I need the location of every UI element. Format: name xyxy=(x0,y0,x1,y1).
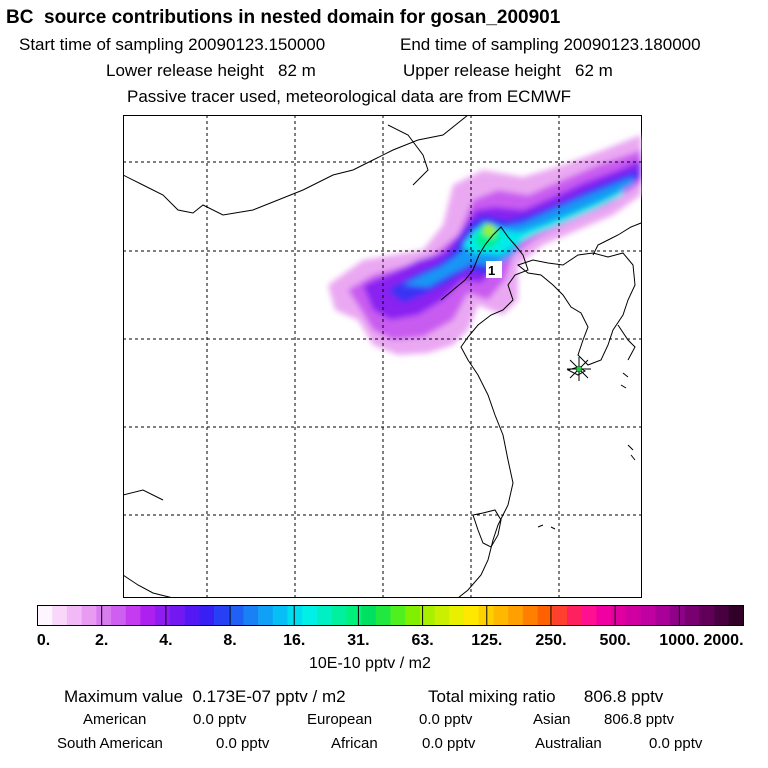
colorbar-cell xyxy=(243,605,259,626)
colorbar-cell xyxy=(81,605,97,626)
colorbar-unit-label: 10E-10 pptv / m2 xyxy=(309,655,431,672)
total-mixing-ratio-label: Total mixing ratio 806.8 pptv xyxy=(428,687,664,706)
colorbar-cell xyxy=(655,605,671,626)
colorbar-cell xyxy=(567,605,583,626)
colorbar-cell xyxy=(728,605,744,626)
colorbar-tick-label: 500. xyxy=(599,632,631,649)
colorbar-cell xyxy=(331,605,347,626)
colorbar-cell xyxy=(625,605,641,626)
region-african-name: African xyxy=(331,735,378,752)
colorbar-cell xyxy=(302,605,318,626)
colorbar-cell xyxy=(375,605,391,626)
lower-release-label: Lower release height 82 m xyxy=(106,61,316,80)
region-african-value: 0.0 pptv xyxy=(422,735,476,752)
region-asian-name: Asian xyxy=(533,711,571,728)
colorbar-cell xyxy=(66,605,82,626)
colorbar-cell xyxy=(258,605,274,626)
maximum-value-label: Maximum value 0.173E-07 pptv / m2 xyxy=(64,687,346,706)
colorbar-cell xyxy=(684,605,700,626)
colorbar-tick-label: 63. xyxy=(411,632,434,649)
colorbar-tick-label: 16. xyxy=(283,632,306,649)
colorbar-tick-label: 1000. xyxy=(659,632,700,649)
colorbar-cell xyxy=(493,605,509,626)
station-marker[interactable]: 1 xyxy=(486,261,502,278)
colorbar-cell xyxy=(714,605,730,626)
colorbar-cell xyxy=(37,605,53,626)
colorbar-tick-label: 2000. xyxy=(703,632,744,649)
region-australian-value: 0.0 pptv xyxy=(649,735,703,752)
colorbar-cell xyxy=(361,605,377,626)
colorbar-cell xyxy=(125,605,141,626)
region-european-name: European xyxy=(307,711,373,728)
colorbar-cell xyxy=(419,605,435,626)
upper-release-label: Upper release height 62 m xyxy=(403,61,613,80)
colorbar-cell xyxy=(611,605,627,626)
region-south-american-value: 0.0 pptv xyxy=(216,735,270,752)
colorbar xyxy=(37,605,744,626)
plot-title: BC source contributions in nested domain… xyxy=(6,7,561,28)
start-time-label: Start time of sampling 20090123.150000 xyxy=(19,35,326,54)
colorbar-cell xyxy=(581,605,597,626)
colorbar-cell xyxy=(52,605,68,626)
colorbar-cell xyxy=(405,605,421,626)
colorbar-cell xyxy=(272,605,288,626)
colorbar-cell xyxy=(316,605,332,626)
colorbar-cell xyxy=(552,605,568,626)
colorbar-cell xyxy=(640,605,656,626)
colorbar-cell xyxy=(508,605,524,626)
colorbar-cell xyxy=(464,605,480,626)
map-panel: 1 xyxy=(123,115,642,598)
colorbar-cell xyxy=(169,605,185,626)
station-marker-label: 1 xyxy=(488,263,495,278)
colorbar-cell xyxy=(537,605,553,626)
colorbar-tick-label: 0. xyxy=(36,632,51,649)
colorbar-cell xyxy=(390,605,406,626)
end-time-label: End time of sampling 20090123.180000 xyxy=(400,35,701,54)
colorbar-cell xyxy=(596,605,612,626)
colorbar-cell xyxy=(478,605,494,626)
colorbar-cell xyxy=(155,605,171,626)
receptor-star-icon xyxy=(567,357,591,381)
colorbar-tick-label: 31. xyxy=(347,632,370,649)
region-south-american-name: South American xyxy=(57,735,163,752)
colorbar-cell xyxy=(522,605,538,626)
colorbar-cell xyxy=(96,605,112,626)
region-american-name: American xyxy=(83,711,147,728)
colorbar-cell xyxy=(669,605,685,626)
colorbar-tick-label: 125. xyxy=(471,632,503,649)
region-asian-value: 806.8 pptv xyxy=(604,711,675,728)
colorbar-tick-label: 4. xyxy=(159,632,173,649)
region-american-value: 0.0 pptv xyxy=(193,711,247,728)
colorbar-cell xyxy=(199,605,215,626)
colorbar-cell xyxy=(287,605,303,626)
region-european-value: 0.0 pptv xyxy=(419,711,473,728)
colorbar-cell xyxy=(434,605,450,626)
colorbar-cell xyxy=(214,605,230,626)
tracer-info-label: Passive tracer used, meteorological data… xyxy=(127,87,572,106)
lat-lon-grid xyxy=(123,115,642,598)
colorbar-cell xyxy=(699,605,715,626)
colorbar-cell xyxy=(449,605,465,626)
colorbar-tick-label: 2. xyxy=(95,632,109,649)
colorbar-cell xyxy=(111,605,127,626)
colorbar-tick-label: 250. xyxy=(535,632,567,649)
colorbar-tick-label: 8. xyxy=(223,632,237,649)
colorbar-cell xyxy=(346,605,362,626)
region-australian-name: Australian xyxy=(535,735,602,752)
colorbar-cell xyxy=(228,605,244,626)
colorbar-cell xyxy=(140,605,156,626)
colorbar-cell xyxy=(184,605,200,626)
